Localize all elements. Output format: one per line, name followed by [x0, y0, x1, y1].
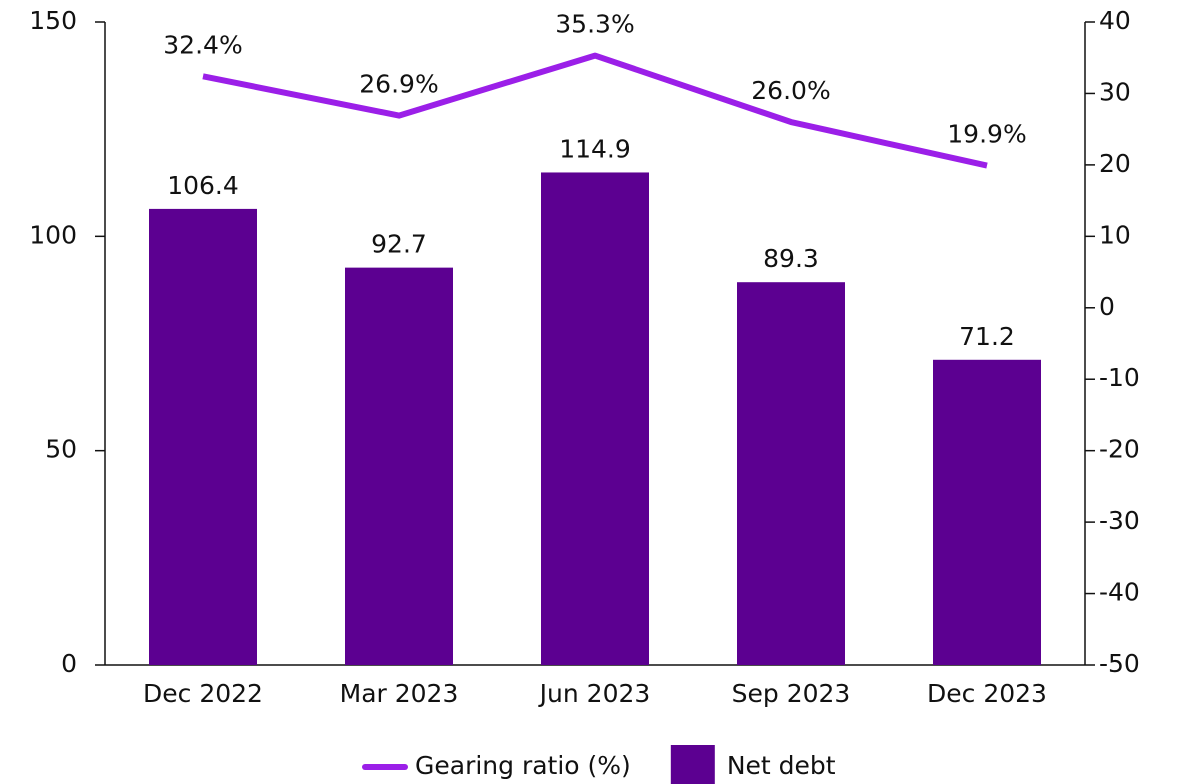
line-label: 35.3% — [555, 10, 634, 39]
bar — [933, 359, 1041, 665]
x-tick-label: Mar 2023 — [340, 679, 459, 708]
legend-swatch — [670, 745, 715, 784]
line — [202, 52, 988, 169]
y2-tick-label: -10 — [1099, 363, 1140, 392]
y2-tick-label: 20 — [1099, 149, 1131, 178]
legend-label: Gearing ratio (%) — [415, 751, 631, 780]
line-label: 26.9% — [359, 70, 438, 99]
y-tick-label: 150 — [29, 6, 77, 35]
bar — [345, 267, 453, 665]
bar-label: 114.9 — [559, 134, 631, 163]
bar — [541, 172, 649, 665]
y-tick-label: 50 — [45, 435, 77, 464]
y2-tick-label: -40 — [1099, 578, 1140, 607]
y2-tick-label: 10 — [1099, 220, 1131, 249]
bar — [737, 282, 845, 665]
x-tick-label: Jun 2023 — [538, 679, 651, 708]
y-tick-label: 100 — [29, 220, 77, 249]
y2-tick-label: -20 — [1099, 435, 1140, 464]
y2-tick-label: -50 — [1099, 649, 1140, 678]
x-tick-label: Sep 2023 — [732, 679, 851, 708]
bar — [149, 208, 257, 665]
y2-tick-label: -30 — [1099, 506, 1140, 535]
bar-label: 106.4 — [167, 171, 239, 200]
bar-label: 71.2 — [959, 322, 1015, 351]
x-tick-label: Dec 2023 — [927, 679, 1047, 708]
line-label: 26.0% — [751, 76, 830, 105]
y2-tick-label: 30 — [1099, 77, 1131, 106]
y2-tick-label: 0 — [1099, 292, 1115, 321]
bar-label: 89.3 — [763, 244, 819, 273]
y-tick-label: 0 — [61, 649, 77, 678]
bar-label: 92.7 — [371, 230, 427, 259]
legend-label: Net debt — [727, 751, 836, 780]
y2-tick-label: 40 — [1099, 6, 1131, 35]
line-label: 32.4% — [163, 30, 242, 59]
line-label: 19.9% — [947, 120, 1026, 149]
x-tick-label: Dec 2022 — [143, 679, 263, 708]
